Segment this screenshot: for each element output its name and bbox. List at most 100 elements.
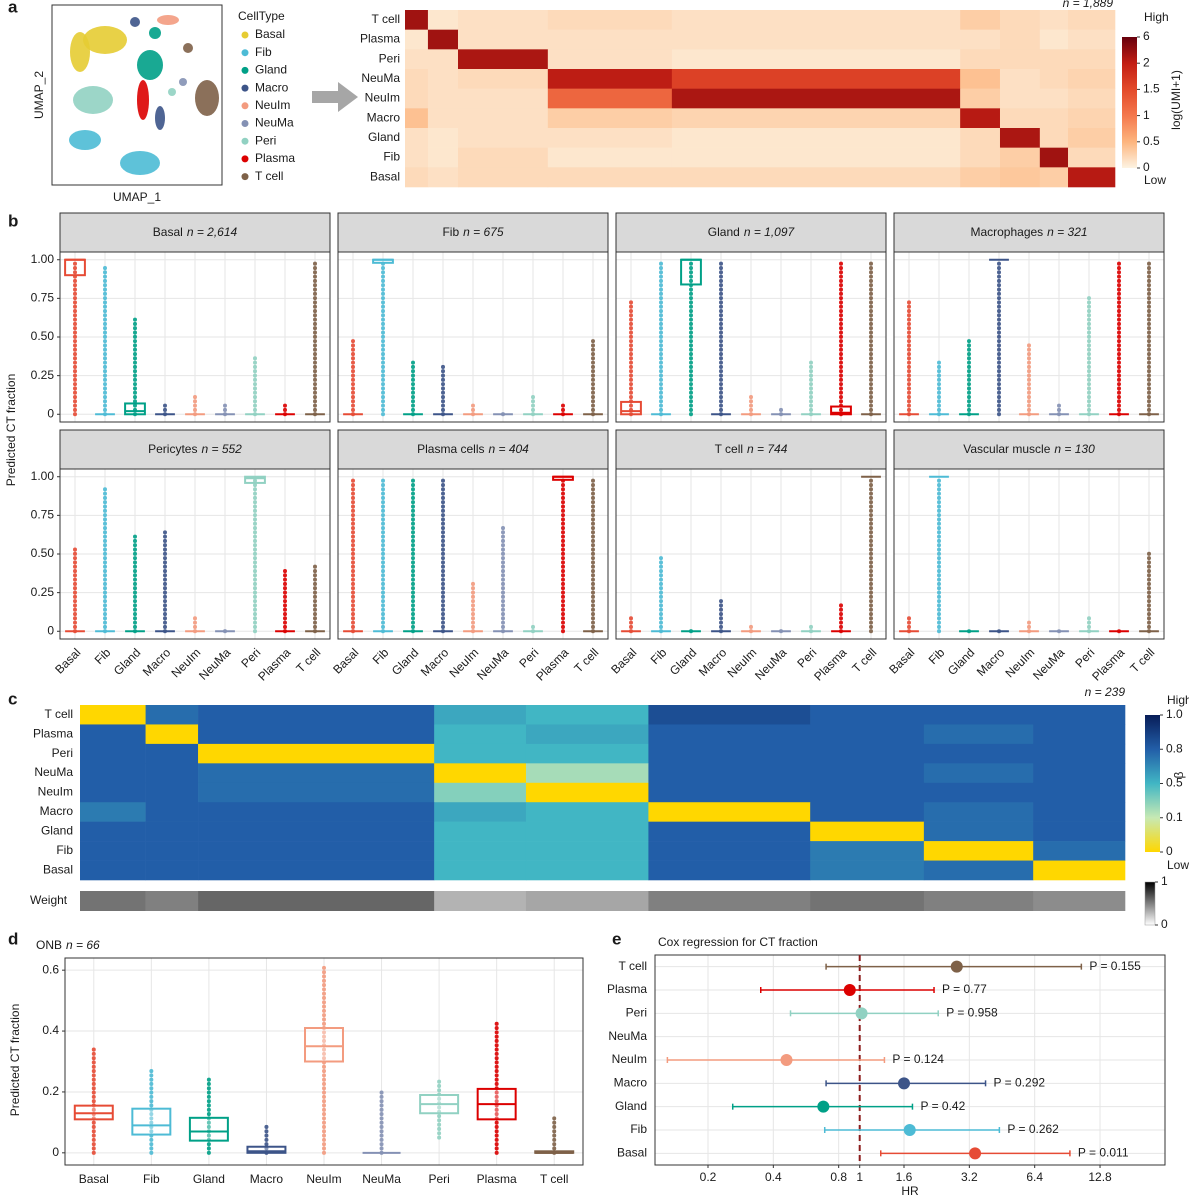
x-tick-label: 0.4 (765, 1170, 782, 1184)
heatmap-cell (999, 108, 1041, 129)
legend-swatch (241, 137, 249, 145)
x-tick-label: NeuIm (306, 1172, 341, 1186)
legend-label: NeuMa (255, 116, 294, 130)
box (830, 405, 852, 416)
y-tick-label: 1.00 (31, 469, 55, 483)
colorbar-tick-label: 1 (1143, 108, 1150, 122)
heatmap-cell (405, 29, 429, 50)
heatmap-cell (1033, 860, 1126, 881)
row-label: Macro (367, 110, 401, 124)
heatmap-cell (648, 821, 811, 842)
facet-title: Fib n = 675 (442, 225, 503, 239)
umap-cluster (83, 26, 127, 54)
heatmap-cell (960, 88, 1001, 109)
heatmap-cell (434, 802, 527, 822)
x-tick-label: Gland (193, 1172, 225, 1186)
facet-n: n = 404 (488, 442, 529, 456)
heatmap-cell (648, 841, 811, 861)
weight-cell (923, 891, 1034, 911)
x-tick-label: Gland (389, 645, 422, 678)
plot-frame (337, 468, 609, 640)
x-tick-label: Plasma (533, 645, 571, 683)
x-axis-label: HR (901, 1184, 919, 1198)
heatmap-cell (1068, 88, 1116, 109)
heatmap-cell (1039, 49, 1069, 70)
heatmap-cell (198, 860, 435, 881)
colorbar-tick-label: 0.1 (1166, 810, 1183, 824)
heatmap-cell (145, 743, 199, 764)
p-label: P = 0.958 (946, 1006, 998, 1020)
facet-strip (59, 429, 331, 470)
x-tick-label: Gland (667, 645, 700, 678)
y-tick-label: 0.50 (31, 329, 55, 343)
n-label: n = 1,889 (1063, 0, 1114, 10)
weight-cell (648, 891, 811, 911)
heatmap-cell (198, 705, 435, 725)
colorbar-tick-label: 1.5 (1143, 82, 1160, 96)
panel-label: e (612, 929, 621, 948)
colorbar-low: Low (1167, 858, 1189, 872)
legend-label: Macro (255, 80, 289, 94)
x-tick-label: Plasma (255, 645, 293, 683)
x-tick-label: NeuMa (362, 1172, 401, 1186)
arrow (312, 82, 358, 112)
row-label: NeuMa (608, 1029, 647, 1043)
heatmap-cell (525, 841, 649, 861)
weight-cell (198, 891, 435, 911)
legend-swatch (241, 49, 249, 57)
row-label: NeuIm (365, 91, 400, 105)
colorbar-tick-label: 1.0 (1166, 707, 1183, 721)
legend-label: NeuIm (255, 98, 290, 112)
heatmap-cell (810, 743, 925, 764)
heatmap-cell (810, 821, 925, 842)
weight-cell (145, 891, 199, 911)
row-label: NeuMa (361, 71, 400, 85)
x-tick-label: 1.6 (896, 1170, 913, 1184)
x-tick-label: Gland (945, 645, 978, 678)
facet-title: Pericytes n = 552 (148, 442, 242, 456)
panel-label: b (8, 211, 18, 230)
hr-point (969, 1147, 982, 1160)
heatmap-cell (1039, 10, 1069, 30)
heatmap-cell (810, 802, 925, 822)
heatmap-cell (198, 821, 435, 842)
heatmap-cell (80, 782, 146, 803)
x-tick-label: Fib (143, 1172, 160, 1186)
heatmap-cell (547, 88, 673, 109)
panel-label: a (8, 0, 18, 16)
hr-point (898, 1077, 911, 1090)
colorbar-label: β (1172, 771, 1186, 778)
facet-title-name: Basal (153, 225, 183, 239)
heatmap-cell (427, 167, 459, 188)
colorbar-tick-label: 0 (1143, 160, 1150, 174)
legend-swatch (241, 155, 249, 163)
heatmap-cell (1068, 147, 1116, 168)
facet-strip (893, 429, 1165, 470)
heatmap-cell (671, 147, 961, 168)
row-label: Fib (383, 150, 400, 164)
x-tick-label: Peri (794, 645, 819, 670)
heatmap-cell (648, 763, 811, 784)
x-tick-label: Basal (330, 645, 361, 676)
heatmap-cell (923, 763, 1034, 784)
y-tick-label: 1.00 (31, 252, 55, 266)
heatmap-cell (525, 724, 649, 745)
heatmap-cell (1068, 167, 1116, 188)
heatmap-cell (457, 49, 549, 70)
hr-point (780, 1054, 793, 1066)
y-tick-label: 0.25 (31, 585, 55, 599)
x-tick-label: NeuMa (196, 645, 233, 682)
heatmap-cell (198, 782, 435, 803)
heatmap-cell (1039, 29, 1069, 50)
heatmap-cell (405, 88, 429, 109)
y-axis-label: Predicted CT fraction (4, 374, 18, 487)
y-tick-label: 0.75 (31, 508, 55, 522)
facet-n: n = 321 (1047, 225, 1087, 239)
heatmap-cell (145, 841, 199, 861)
heatmap-cell (1068, 10, 1116, 30)
heatmap-cell (810, 724, 925, 745)
heatmap-cell (960, 49, 1001, 70)
x-tick-label: NeuMa (752, 645, 789, 682)
heatmap-cell (648, 743, 811, 764)
heatmap-cell (960, 69, 1001, 89)
